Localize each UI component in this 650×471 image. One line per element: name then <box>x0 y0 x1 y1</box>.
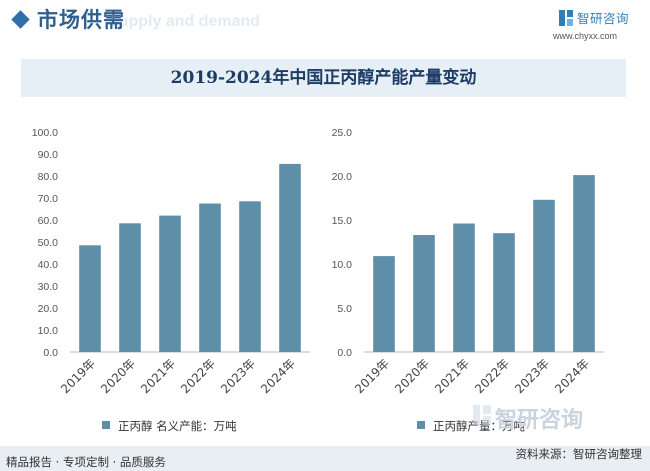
x-tick-label: 2021年 <box>432 356 472 396</box>
legend-output: 正丙醇产量：万吨 <box>417 418 525 434</box>
bar <box>79 245 101 352</box>
x-tick-label: 2022年 <box>472 356 512 396</box>
x-tick-label: 2019年 <box>58 356 98 396</box>
y-tick-label: 70.0 <box>38 193 59 205</box>
y-tick-label: 25.0 <box>332 127 353 139</box>
x-tick-label: 2021年 <box>138 356 178 396</box>
bar <box>533 199 555 352</box>
header: Supply and demand 市场供需 智研咨询 www.chyxx.co… <box>0 0 650 46</box>
y-tick-label: 20.0 <box>332 171 353 183</box>
footer: 精品报告 · 专项定制 · 品质服务 资料来源：智研咨询整理 <box>0 446 650 471</box>
x-tick-label: 2020年 <box>98 356 138 396</box>
section-title: 市场供需 <box>37 8 125 32</box>
y-tick-label: 80.0 <box>38 171 59 183</box>
x-tick-label: 2022年 <box>178 356 218 396</box>
x-tick-label: 2020年 <box>392 356 432 396</box>
y-tick-label: 0.0 <box>337 347 352 359</box>
legend-label-capacity: 正丙醇 名义产能：万吨 <box>118 419 237 433</box>
y-tick-label: 100.0 <box>32 127 58 139</box>
bar <box>493 233 515 352</box>
watermark-logo-icon <box>473 405 491 425</box>
bar <box>573 175 595 352</box>
legend-label-output: 正丙醇产量：万吨 <box>433 419 525 433</box>
bar <box>373 256 395 352</box>
legend-capacity: 正丙醇 名义产能：万吨 <box>102 418 237 434</box>
y-tick-label: 10.0 <box>38 325 59 337</box>
bar <box>199 203 221 352</box>
y-tick-label: 90.0 <box>38 149 59 161</box>
watermark-text: 智研咨询 <box>495 408 584 433</box>
bar <box>279 163 301 352</box>
brand-logo-icon <box>559 10 573 26</box>
x-tick-label: 2023年 <box>512 356 552 396</box>
bar <box>453 223 475 352</box>
bar <box>413 235 435 352</box>
x-tick-label: 2023年 <box>218 356 258 396</box>
x-tick-label: 2019年 <box>352 356 392 396</box>
y-tick-label: 5.0 <box>337 303 352 315</box>
footer-source: 资料来源：智研咨询整理 <box>515 447 643 461</box>
x-tick-label: 2024年 <box>258 356 298 396</box>
y-tick-label: 40.0 <box>38 259 59 271</box>
y-tick-label: 0.0 <box>43 347 58 359</box>
chart-title-banner: 2019-2024年中国正丙醇产能产量变动 <box>21 59 626 97</box>
y-tick-label: 15.0 <box>332 215 353 227</box>
footer-tagline: 精品报告 · 专项定制 · 品质服务 <box>6 455 166 469</box>
y-tick-label: 10.0 <box>332 259 353 271</box>
chart-title: 2019-2024年中国正丙醇产能产量变动 <box>170 68 477 88</box>
bar <box>159 215 181 352</box>
legend-swatch <box>417 421 425 429</box>
header-ghost-text: Supply and demand <box>108 13 261 30</box>
chart-capacity: 0.0 10.0 20.0 30.0 40.0 50.0 60.0 70.0 80.0 90.0 1… <box>32 127 310 396</box>
x-tick-label: 2024年 <box>552 356 592 396</box>
brand-url: www.chyxx.com <box>553 31 618 41</box>
bar <box>239 201 261 352</box>
y-tick-label: 20.0 <box>38 303 59 315</box>
bar <box>119 223 141 352</box>
legend-swatch <box>102 421 110 429</box>
y-tick-label: 60.0 <box>38 215 59 227</box>
y-tick-label: 50.0 <box>38 237 59 249</box>
y-tick-label: 30.0 <box>38 281 59 293</box>
brand-name: 智研咨询 <box>577 11 630 26</box>
